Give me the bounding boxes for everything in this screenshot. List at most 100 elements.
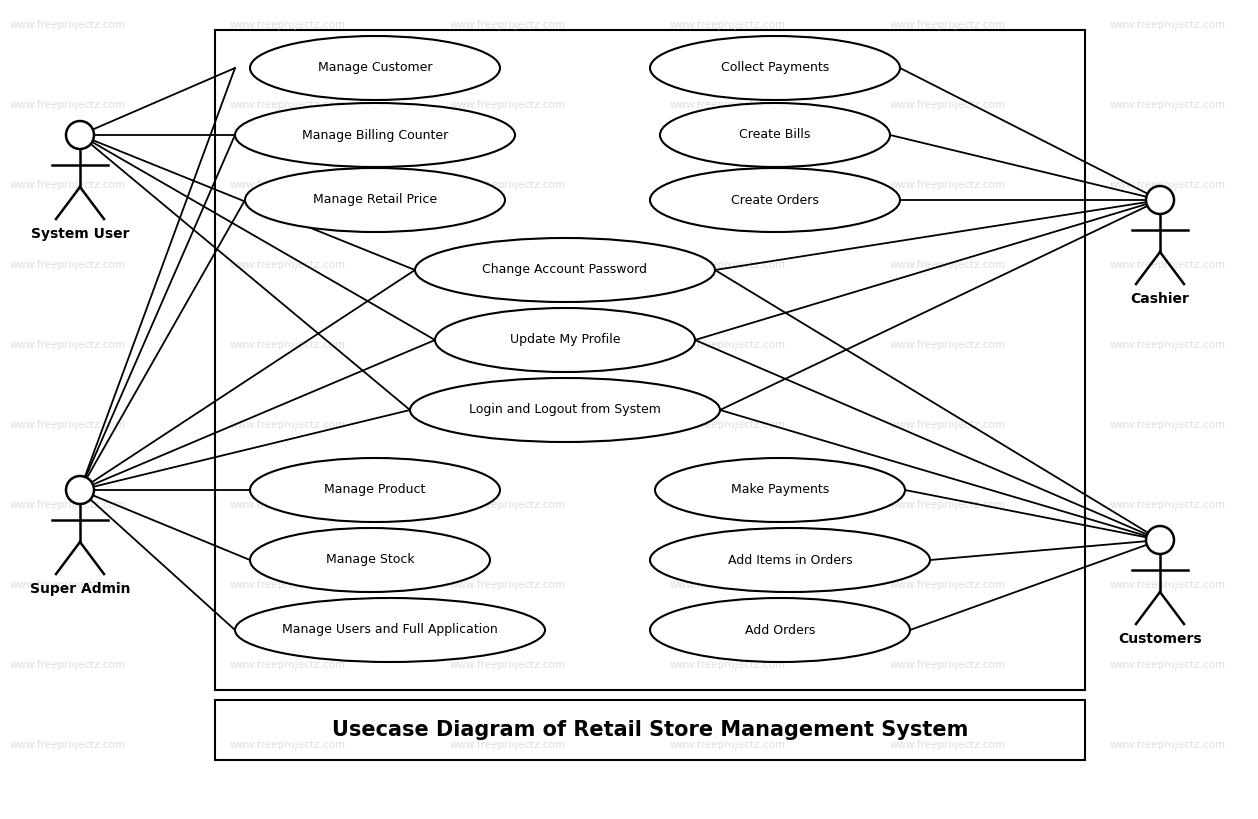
Bar — [215, 700, 1084, 760]
Text: www.freeprojectz.com: www.freeprojectz.com — [230, 580, 346, 590]
Text: www.freeprojectz.com: www.freeprojectz.com — [671, 660, 786, 670]
Text: www.freeprojectz.com: www.freeprojectz.com — [671, 20, 786, 30]
Circle shape — [1146, 186, 1174, 214]
Text: www.freeprojectz.com: www.freeprojectz.com — [10, 500, 126, 510]
Text: www.freeprojectz.com: www.freeprojectz.com — [671, 100, 786, 110]
Text: Make Payments: Make Payments — [731, 483, 829, 496]
Text: www.freeprojectz.com: www.freeprojectz.com — [889, 660, 1006, 670]
Text: www.freeprojectz.com: www.freeprojectz.com — [889, 740, 1006, 750]
Text: www.freeprojectz.com: www.freeprojectz.com — [230, 180, 346, 190]
Text: www.freeprojectz.com: www.freeprojectz.com — [450, 420, 566, 430]
Ellipse shape — [410, 378, 720, 442]
Text: Update My Profile: Update My Profile — [509, 333, 620, 346]
Text: www.freeprojectz.com: www.freeprojectz.com — [1110, 420, 1227, 430]
Text: www.freeprojectz.com: www.freeprojectz.com — [450, 660, 566, 670]
Text: Super Admin: Super Admin — [30, 582, 131, 596]
Text: www.freeprojectz.com: www.freeprojectz.com — [1110, 340, 1227, 350]
Text: www.freeprojectz.com: www.freeprojectz.com — [230, 740, 346, 750]
Text: Manage Retail Price: Manage Retail Price — [313, 193, 437, 206]
Text: Customers: Customers — [1118, 632, 1201, 646]
Text: www.freeprojectz.com: www.freeprojectz.com — [10, 340, 126, 350]
Text: www.freeprojectz.com: www.freeprojectz.com — [1110, 500, 1227, 510]
Text: www.freeprojectz.com: www.freeprojectz.com — [230, 260, 346, 270]
Circle shape — [65, 476, 94, 504]
Text: www.freeprojectz.com: www.freeprojectz.com — [450, 20, 566, 30]
Text: Manage Customer: Manage Customer — [318, 61, 433, 75]
Text: www.freeprojectz.com: www.freeprojectz.com — [10, 260, 126, 270]
Text: www.freeprojectz.com: www.freeprojectz.com — [1110, 740, 1227, 750]
Text: www.freeprojectz.com: www.freeprojectz.com — [889, 420, 1006, 430]
Text: www.freeprojectz.com: www.freeprojectz.com — [1110, 180, 1227, 190]
Text: www.freeprojectz.com: www.freeprojectz.com — [10, 420, 126, 430]
Text: Login and Logout from System: Login and Logout from System — [469, 404, 660, 417]
Text: www.freeprojectz.com: www.freeprojectz.com — [671, 340, 786, 350]
Text: www.freeprojectz.com: www.freeprojectz.com — [450, 100, 566, 110]
Text: www.freeprojectz.com: www.freeprojectz.com — [671, 180, 786, 190]
Text: Manage Stock: Manage Stock — [326, 554, 414, 567]
Text: www.freeprojectz.com: www.freeprojectz.com — [889, 100, 1006, 110]
Text: Add Items in Orders: Add Items in Orders — [727, 554, 853, 567]
Ellipse shape — [235, 598, 545, 662]
Ellipse shape — [650, 598, 910, 662]
Ellipse shape — [660, 103, 889, 167]
Ellipse shape — [650, 168, 899, 232]
Text: www.freeprojectz.com: www.freeprojectz.com — [671, 740, 786, 750]
Text: www.freeprojectz.com: www.freeprojectz.com — [230, 500, 346, 510]
Text: www.freeprojectz.com: www.freeprojectz.com — [230, 660, 346, 670]
Text: www.freeprojectz.com: www.freeprojectz.com — [230, 340, 346, 350]
Text: www.freeprojectz.com: www.freeprojectz.com — [889, 500, 1006, 510]
Text: www.freeprojectz.com: www.freeprojectz.com — [671, 260, 786, 270]
Text: www.freeprojectz.com: www.freeprojectz.com — [889, 340, 1006, 350]
Ellipse shape — [250, 36, 499, 100]
Text: www.freeprojectz.com: www.freeprojectz.com — [1110, 100, 1227, 110]
Text: Collect Payments: Collect Payments — [721, 61, 829, 75]
Text: www.freeprojectz.com: www.freeprojectz.com — [230, 420, 346, 430]
Circle shape — [1146, 526, 1174, 554]
Text: www.freeprojectz.com: www.freeprojectz.com — [889, 580, 1006, 590]
Ellipse shape — [415, 238, 715, 302]
Bar — [215, 30, 1084, 690]
Ellipse shape — [435, 308, 694, 372]
Text: www.freeprojectz.com: www.freeprojectz.com — [671, 500, 786, 510]
Ellipse shape — [235, 103, 515, 167]
Text: Cashier: Cashier — [1131, 292, 1189, 306]
Text: www.freeprojectz.com: www.freeprojectz.com — [1110, 260, 1227, 270]
Text: Manage Product: Manage Product — [325, 483, 425, 496]
Text: Manage Billing Counter: Manage Billing Counter — [302, 129, 448, 142]
Ellipse shape — [250, 458, 499, 522]
Ellipse shape — [245, 168, 504, 232]
Text: www.freeprojectz.com: www.freeprojectz.com — [10, 180, 126, 190]
Text: www.freeprojectz.com: www.freeprojectz.com — [10, 660, 126, 670]
Text: www.freeprojectz.com: www.freeprojectz.com — [1110, 660, 1227, 670]
Text: www.freeprojectz.com: www.freeprojectz.com — [889, 20, 1006, 30]
Ellipse shape — [650, 36, 899, 100]
Text: www.freeprojectz.com: www.freeprojectz.com — [10, 20, 126, 30]
Text: www.freeprojectz.com: www.freeprojectz.com — [450, 260, 566, 270]
Text: System User: System User — [30, 227, 130, 241]
Text: www.freeprojectz.com: www.freeprojectz.com — [10, 740, 126, 750]
Circle shape — [65, 121, 94, 149]
Text: www.freeprojectz.com: www.freeprojectz.com — [889, 180, 1006, 190]
Text: www.freeprojectz.com: www.freeprojectz.com — [1110, 20, 1227, 30]
Text: www.freeprojectz.com: www.freeprojectz.com — [671, 580, 786, 590]
Ellipse shape — [655, 458, 905, 522]
Text: Create Orders: Create Orders — [731, 193, 819, 206]
Ellipse shape — [250, 528, 491, 592]
Text: Add Orders: Add Orders — [745, 623, 815, 636]
Text: www.freeprojectz.com: www.freeprojectz.com — [671, 420, 786, 430]
Text: Create Bills: Create Bills — [740, 129, 810, 142]
Text: www.freeprojectz.com: www.freeprojectz.com — [10, 100, 126, 110]
Text: www.freeprojectz.com: www.freeprojectz.com — [1110, 580, 1227, 590]
Text: www.freeprojectz.com: www.freeprojectz.com — [230, 20, 346, 30]
Text: www.freeprojectz.com: www.freeprojectz.com — [450, 180, 566, 190]
Text: Change Account Password: Change Account Password — [483, 264, 648, 277]
Text: www.freeprojectz.com: www.freeprojectz.com — [10, 580, 126, 590]
Ellipse shape — [650, 528, 930, 592]
Text: www.freeprojectz.com: www.freeprojectz.com — [889, 260, 1006, 270]
Text: www.freeprojectz.com: www.freeprojectz.com — [450, 500, 566, 510]
Text: Manage Users and Full Application: Manage Users and Full Application — [282, 623, 498, 636]
Text: www.freeprojectz.com: www.freeprojectz.com — [230, 100, 346, 110]
Text: www.freeprojectz.com: www.freeprojectz.com — [450, 580, 566, 590]
Text: Usecase Diagram of Retail Store Management System: Usecase Diagram of Retail Store Manageme… — [332, 720, 969, 740]
Text: www.freeprojectz.com: www.freeprojectz.com — [450, 340, 566, 350]
